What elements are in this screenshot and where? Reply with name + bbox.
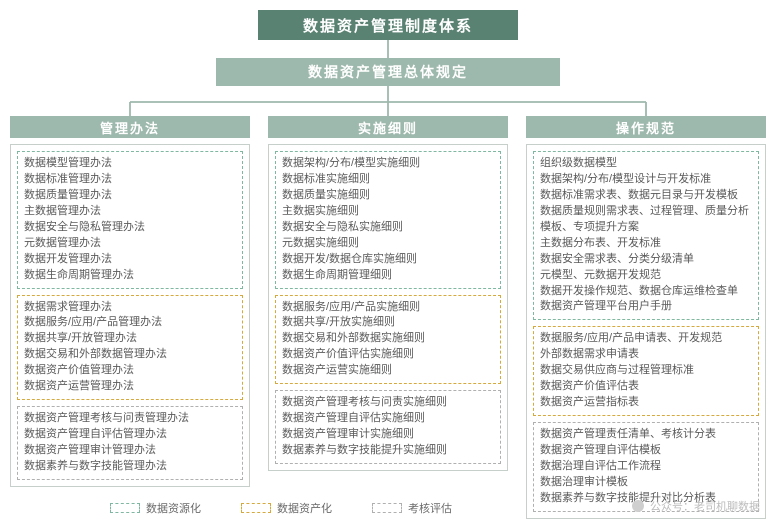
list-item: 主数据分布表、开发标准 (540, 236, 752, 252)
list-item: 数据服务/应用/产品管理办法 (24, 315, 236, 331)
list-item: 数据共享/开放实施细则 (282, 315, 494, 331)
list-item: 数据标准实施细则 (282, 172, 494, 188)
list-item: 数据开发/数据仓库实施细则 (282, 252, 494, 268)
legend-label: 考核评估 (408, 500, 452, 516)
column-body: 数据模型管理办法数据标准管理办法数据质量管理办法主数据管理办法数据安全与隐私管理… (10, 144, 250, 487)
list-item: 数据资产价值管理办法 (24, 363, 236, 379)
subtitle-text: 数据资产管理总体规定 (308, 62, 468, 82)
list-item: 数据资产运营指标表 (540, 395, 752, 411)
list-item: 数据质量规则需求表、过程管理、质量分析模板、专项提升方案 (540, 204, 752, 236)
list-item: 数据架构/分布/模型设计与开发标准 (540, 172, 752, 188)
group-2: 数据资产管理考核与问责实施细则数据资产管理自评估实施细则数据资产管理审计实施细则… (275, 390, 501, 464)
legend-entry: 考核评估 (372, 500, 452, 516)
legend-swatch (241, 503, 271, 513)
list-item: 主数据实施细则 (282, 204, 494, 220)
list-item: 数据素养与数字技能提升实施细则 (282, 443, 494, 459)
legend-swatch (110, 503, 140, 513)
list-item: 数据资产管理考核与问责实施细则 (282, 395, 494, 411)
list-item: 元数据管理办法 (24, 236, 236, 252)
legend-label: 数据资源化 (146, 500, 201, 516)
group-0: 组织级数据模型数据架构/分布/模型设计与开发标准数据标准需求表、数据元目录与开发… (533, 151, 759, 320)
list-item: 数据质量实施细则 (282, 188, 494, 204)
list-item: 数据资产管理考核与问责管理办法 (24, 411, 236, 427)
list-item: 外部数据需求申请表 (540, 347, 752, 363)
list-item: 数据服务/应用/产品申请表、开发规范 (540, 331, 752, 347)
list-item: 数据交易和外部数据管理办法 (24, 347, 236, 363)
group-1: 数据服务/应用/产品实施细则数据共享/开放实施细则数据交易和外部数据实施细则数据… (275, 295, 501, 385)
list-item: 数据交易和外部数据实施细则 (282, 331, 494, 347)
list-item: 数据开发操作规范、数据仓库运维检查单 (540, 284, 752, 300)
group-1: 数据服务/应用/产品申请表、开发规范外部数据需求申请表数据交易供应商与过程管理标… (533, 326, 759, 416)
list-item: 数据生命周期管理细则 (282, 268, 494, 284)
legend: 数据资源化 数据资产化 考核评估 (110, 500, 452, 516)
list-item: 数据素养与数字技能管理办法 (24, 459, 236, 475)
legend-entry: 数据资源化 (110, 500, 201, 516)
group-1: 数据需求管理办法数据服务/应用/产品管理办法数据共享/开放管理办法数据交易和外部… (17, 295, 243, 401)
legend-label: 数据资产化 (277, 500, 332, 516)
column-2: 操作规范组织级数据模型数据架构/分布/模型设计与开发标准数据标准需求表、数据元目… (526, 116, 766, 519)
title-box: 数据资产管理制度体系 (258, 10, 518, 40)
list-item: 数据服务/应用/产品实施细则 (282, 300, 494, 316)
list-item: 数据资产运营管理办法 (24, 379, 236, 395)
list-item: 数据质量管理办法 (24, 188, 236, 204)
list-item: 数据需求管理办法 (24, 300, 236, 316)
list-item: 数据资产管理审计管理办法 (24, 443, 236, 459)
list-item: 数据交易供应商与过程管理标准 (540, 363, 752, 379)
list-item: 数据开发管理办法 (24, 252, 236, 268)
list-item: 数据治理审计模板 (540, 475, 752, 491)
list-item: 数据资产价值评估实施细则 (282, 347, 494, 363)
list-item: 数据治理自评估工作流程 (540, 459, 752, 475)
list-item: 数据资产价值评估表 (540, 379, 752, 395)
column-header: 实施细则 (268, 116, 508, 138)
list-item: 数据模型管理办法 (24, 156, 236, 172)
legend-swatch (372, 503, 402, 513)
list-item: 数据资产运营实施细则 (282, 363, 494, 379)
legend-entry: 数据资产化 (241, 500, 332, 516)
list-item: 数据资产管理自评估管理办法 (24, 427, 236, 443)
list-item: 数据资产管理审计实施细则 (282, 427, 494, 443)
list-item: 数据共享/开放管理办法 (24, 331, 236, 347)
group-0: 数据模型管理办法数据标准管理办法数据质量管理办法主数据管理办法数据安全与隐私管理… (17, 151, 243, 289)
list-item: 组织级数据模型 (540, 156, 752, 172)
column-header: 管理办法 (10, 116, 250, 138)
list-item: 主数据管理办法 (24, 204, 236, 220)
group-2: 数据资产管理考核与问责管理办法数据资产管理自评估管理办法数据资产管理审计管理办法… (17, 406, 243, 480)
list-item: 数据安全需求表、分类分级清单 (540, 252, 752, 268)
list-item: 元数据实施细则 (282, 236, 494, 252)
column-1: 实施细则数据架构/分布/模型实施细则数据标准实施细则数据质量实施细则主数据实施细… (268, 116, 508, 471)
list-item: 元模型、元数据开发规范 (540, 268, 752, 284)
column-0: 管理办法数据模型管理办法数据标准管理办法数据质量管理办法主数据管理办法数据安全与… (10, 116, 250, 487)
list-item: 数据架构/分布/模型实施细则 (282, 156, 494, 172)
watermark-text: 公众号：老司机聊数据 (650, 498, 760, 514)
list-item: 数据标准需求表、数据元目录与开发模板 (540, 188, 752, 204)
watermark: 公众号：老司机聊数据 (632, 498, 760, 514)
list-item: 数据安全与隐私管理办法 (24, 220, 236, 236)
list-item: 数据资产管理自评估模板 (540, 443, 752, 459)
column-body: 数据架构/分布/模型实施细则数据标准实施细则数据质量实施细则主数据实施细则数据安… (268, 144, 508, 471)
list-item: 数据生命周期管理办法 (24, 268, 236, 284)
group-0: 数据架构/分布/模型实施细则数据标准实施细则数据质量实施细则主数据实施细则数据安… (275, 151, 501, 289)
subtitle-box: 数据资产管理总体规定 (216, 58, 560, 86)
list-item: 数据标准管理办法 (24, 172, 236, 188)
column-body: 组织级数据模型数据架构/分布/模型设计与开发标准数据标准需求表、数据元目录与开发… (526, 144, 766, 519)
list-item: 数据安全与隐私实施细则 (282, 220, 494, 236)
title-text: 数据资产管理制度体系 (303, 15, 473, 36)
diagram-canvas: 数据资产管理制度体系 数据资产管理总体规定 管理办法数据模型管理办法数据标准管理… (0, 0, 774, 522)
column-header: 操作规范 (526, 116, 766, 138)
list-item: 数据资产管理平台用户手册 (540, 299, 752, 315)
watermark-icon (632, 500, 644, 512)
list-item: 数据资产管理责任清单、考核计分表 (540, 427, 752, 443)
list-item: 数据资产管理自评估实施细则 (282, 411, 494, 427)
